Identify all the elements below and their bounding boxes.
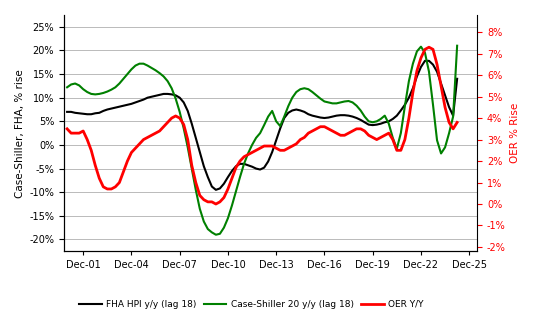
Case-Shiller 20 y/y (lag 18) bbox=[454, 44, 460, 48]
OER Y/Y bbox=[96, 176, 103, 180]
Case-Shiller 20 y/y (lag 18) bbox=[285, 104, 292, 108]
OER Y/Y bbox=[253, 148, 259, 152]
Y-axis label: Case-Shiller, FHA, % rise: Case-Shiller, FHA, % rise bbox=[15, 69, 25, 197]
Case-Shiller 20 y/y (lag 18) bbox=[253, 136, 259, 140]
Line: FHA HPI y/y (lag 18): FHA HPI y/y (lag 18) bbox=[67, 61, 457, 190]
FHA HPI y/y (lag 18) bbox=[365, 123, 372, 126]
Legend: FHA HPI y/y (lag 18), Case-Shiller 20 y/y (lag 18), OER Y/Y: FHA HPI y/y (lag 18), Case-Shiller 20 y/… bbox=[75, 296, 427, 313]
FHA HPI y/y (lag 18) bbox=[313, 115, 319, 119]
FHA HPI y/y (lag 18) bbox=[213, 188, 219, 192]
OER Y/Y bbox=[313, 127, 319, 131]
OER Y/Y bbox=[213, 202, 219, 206]
Case-Shiller 20 y/y (lag 18) bbox=[365, 120, 372, 123]
FHA HPI y/y (lag 18) bbox=[88, 112, 95, 116]
OER Y/Y bbox=[454, 120, 460, 124]
Line: Case-Shiller 20 y/y (lag 18): Case-Shiller 20 y/y (lag 18) bbox=[67, 46, 457, 235]
OER Y/Y bbox=[365, 133, 372, 137]
FHA HPI y/y (lag 18) bbox=[64, 110, 70, 114]
OER Y/Y bbox=[285, 146, 292, 150]
Case-Shiller 20 y/y (lag 18) bbox=[313, 94, 319, 97]
OER Y/Y bbox=[64, 127, 70, 131]
Line: OER Y/Y: OER Y/Y bbox=[67, 47, 457, 204]
FHA HPI y/y (lag 18) bbox=[253, 167, 259, 171]
OER Y/Y bbox=[88, 148, 95, 152]
Case-Shiller 20 y/y (lag 18) bbox=[96, 92, 103, 96]
Y-axis label: OER % Rise: OER % Rise bbox=[510, 103, 520, 163]
Case-Shiller 20 y/y (lag 18) bbox=[64, 85, 70, 89]
OER Y/Y bbox=[426, 45, 432, 49]
Case-Shiller 20 y/y (lag 18) bbox=[213, 233, 219, 236]
FHA HPI y/y (lag 18) bbox=[454, 77, 460, 81]
FHA HPI y/y (lag 18) bbox=[285, 111, 292, 115]
FHA HPI y/y (lag 18) bbox=[96, 111, 103, 115]
Case-Shiller 20 y/y (lag 18) bbox=[88, 92, 95, 96]
FHA HPI y/y (lag 18) bbox=[422, 59, 428, 63]
